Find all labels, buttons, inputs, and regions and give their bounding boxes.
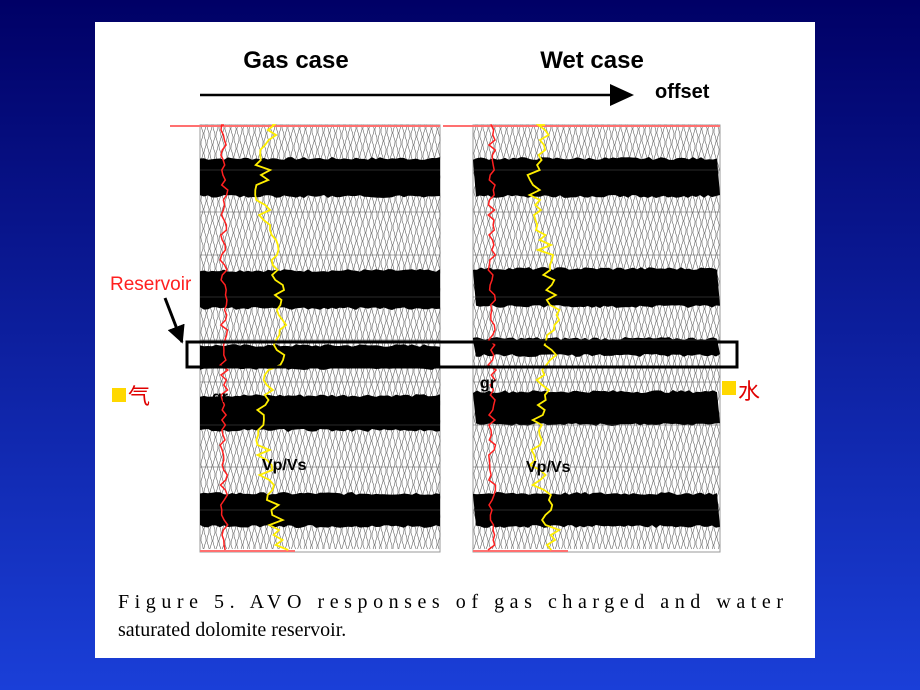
reflection-band [200,269,440,310]
reflection-band [200,157,440,198]
right-marker: 水 [738,379,760,404]
seismic-panels [170,124,721,553]
gr-log [487,124,498,551]
reflection-band [473,390,720,426]
trace [473,124,477,550]
left-marker: 气 [128,384,150,409]
vpvs-log [526,124,562,551]
reflection-band [200,394,440,432]
left-gr: gr [212,389,228,406]
right-gr: gr [480,375,496,392]
left-vpvs: Vp/Vs [262,457,307,474]
reflection-band [473,267,720,308]
caption-line: saturated dolomite reservoir. [118,619,346,641]
left-title: Gas case [243,47,348,74]
reservoir-box [185,340,739,369]
gr-log [219,124,230,551]
arrow-head [610,84,634,106]
axis-label: offset [655,81,710,103]
marker-square [112,388,126,402]
vpvs-log [254,124,289,551]
reflection-band [473,157,720,198]
right-title: Wet case [540,47,644,74]
reservoir-arrow [163,297,185,344]
reflection-band [200,344,440,370]
right-vpvs: Vp/Vs [526,459,571,476]
reservoir-label: Reservoir [110,274,192,295]
marker-square [722,381,736,395]
